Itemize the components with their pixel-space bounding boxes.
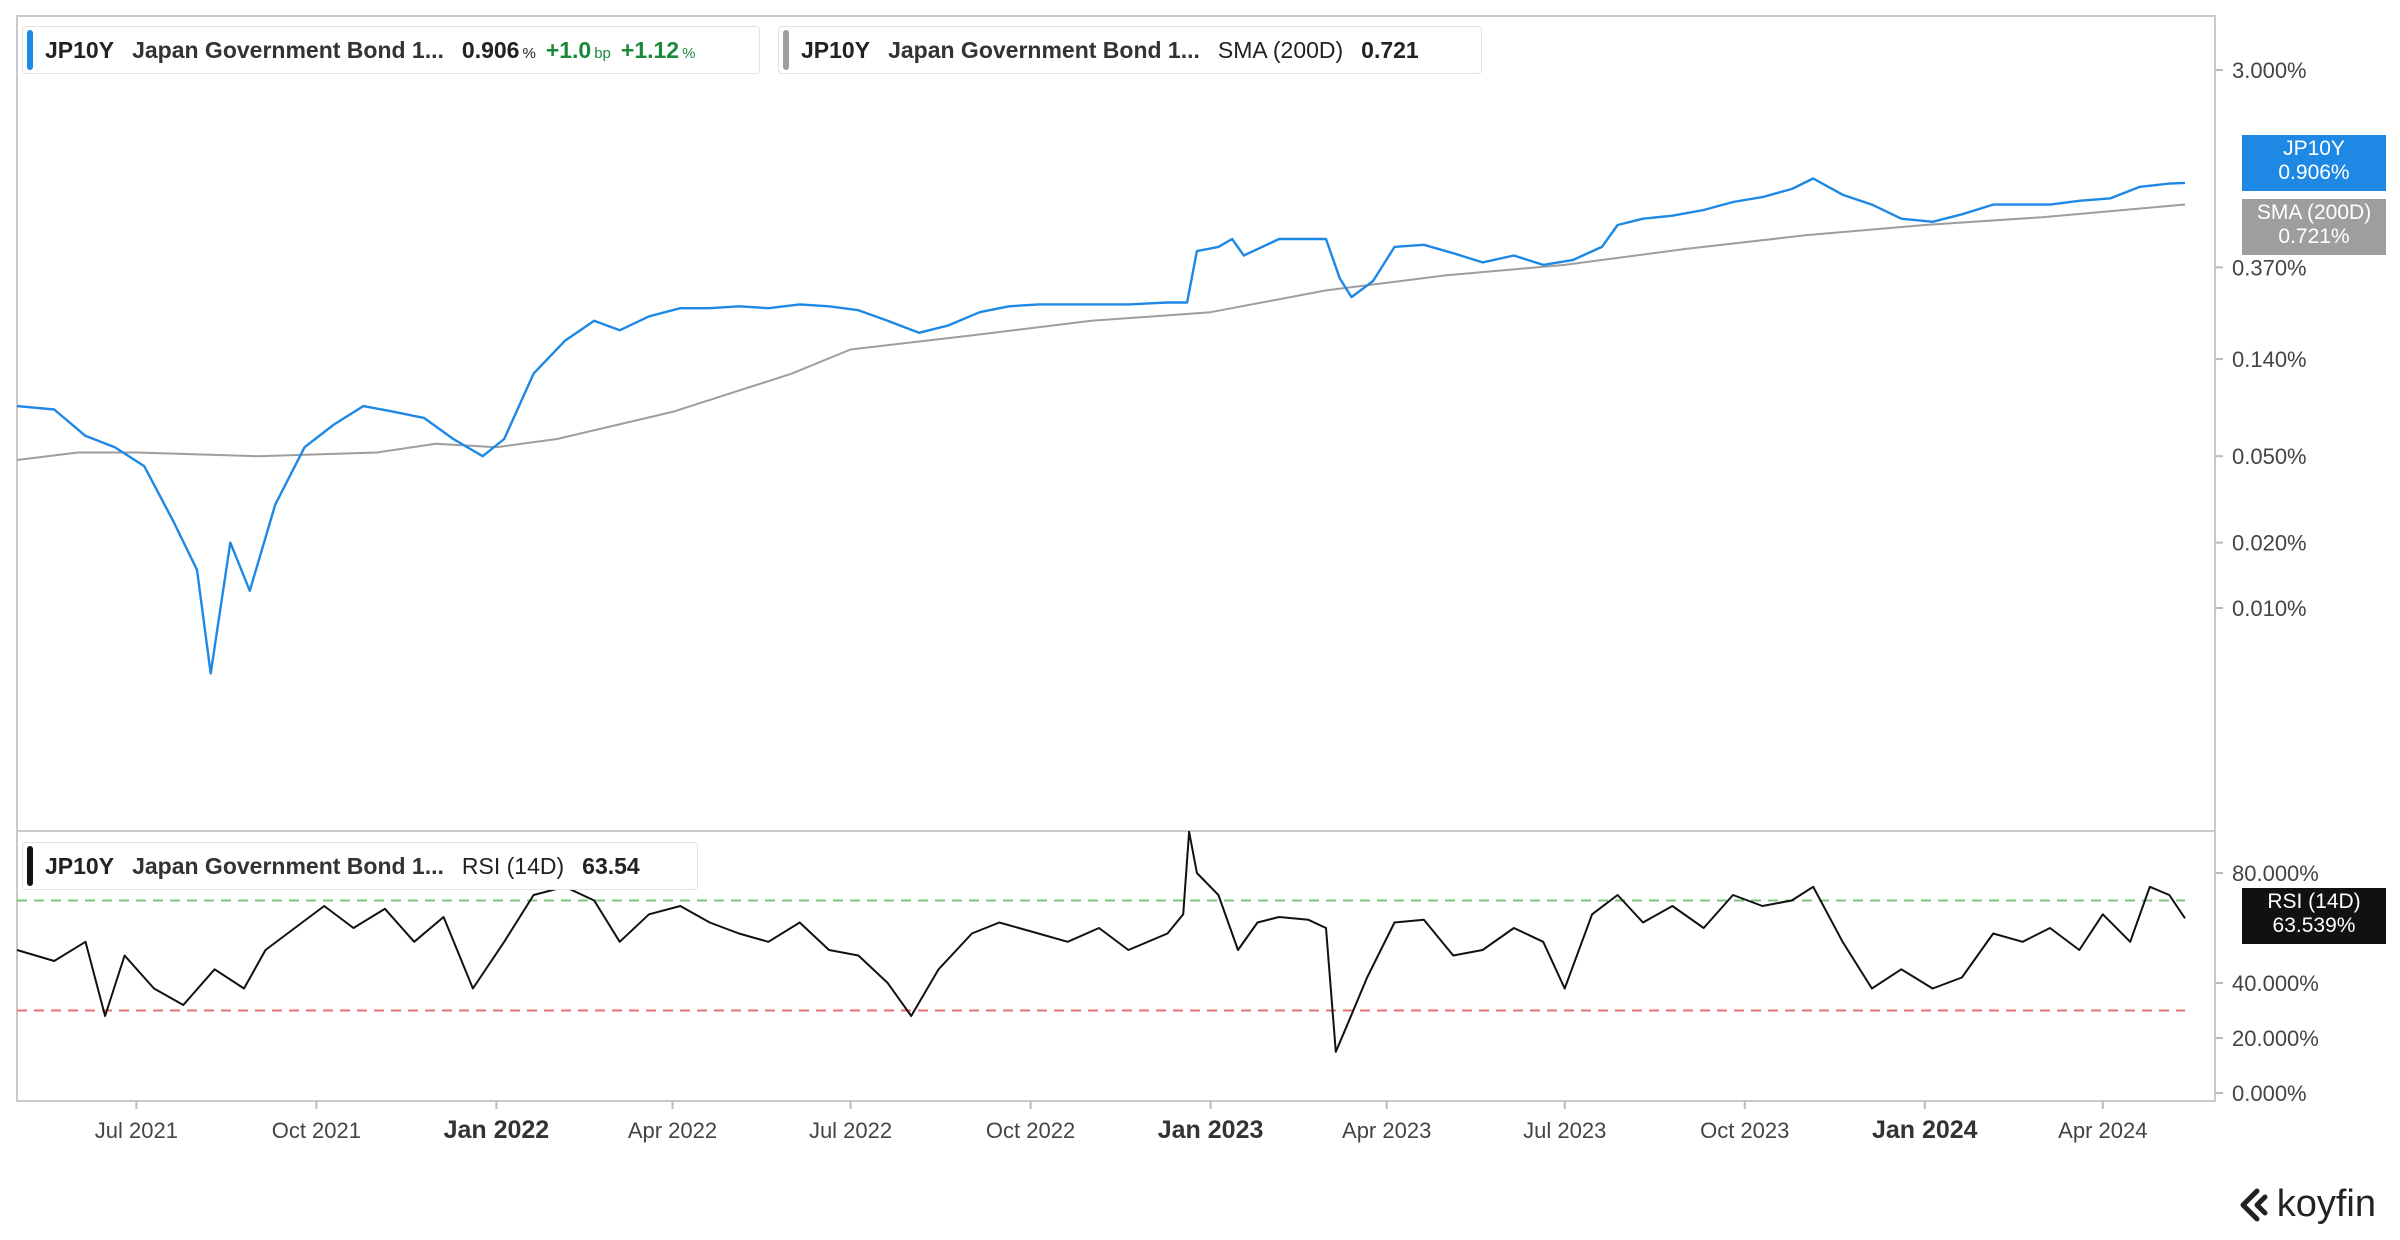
legend-sma-symbol: JP10Y (801, 36, 871, 63)
legend-sma[interactable]: JP10Y Japan Government Bond 1... SMA (20… (778, 26, 1482, 74)
legend-price-change: +1.0 (545, 36, 592, 63)
rsi-series (16, 830, 2186, 1053)
koyfin-logo: koyfin (2235, 1183, 2376, 1226)
legend-price-change-group: +1.0 bp (546, 37, 611, 64)
legend-rsi-symbol: JP10Y (45, 852, 115, 879)
x-tick-label: Oct 2021 (272, 1118, 361, 1143)
legend-sma-color-bar (783, 30, 789, 70)
x-tick-label: Jul 2023 (1523, 1118, 1606, 1143)
legend-price-change-pct: +1.12 (620, 36, 680, 63)
legend-rsi-indicator: RSI (14D) (461, 852, 565, 879)
legend-price-symbol: JP10Y (45, 36, 115, 63)
rsi-tag-value: 63.539% (2272, 914, 2356, 937)
legend-price[interactable]: JP10Y Japan Government Bond 1... 0.906% … (22, 26, 760, 74)
x-axis: Jul 2021 Oct 2021 Jan 2022 Apr 2022 Jul 2022… (95, 1101, 2147, 1144)
rsi-last-value-tag: RSI (14D) 63.539% (2242, 888, 2386, 944)
rsi-tick-label: 40.000% (2232, 971, 2319, 996)
price-tick-label: 0.020% (2232, 531, 2307, 556)
price-tick-label: 0.370% (2232, 255, 2307, 280)
legend-sma-value: 0.721 (1361, 36, 1419, 63)
x-tick-label: Jan 2024 (1872, 1116, 1978, 1144)
price-tick-label: 3.000% (2232, 58, 2307, 83)
legend-rsi-value: 63.54 (582, 852, 640, 879)
rsi-pane-border (16, 830, 2216, 1102)
legend-rsi[interactable]: JP10Y Japan Government Bond 1... RSI (14… (22, 842, 698, 890)
legend-price-color-bar (27, 30, 33, 70)
sma-last-value-tag: SMA (200D) 0.721% (2242, 199, 2386, 255)
price-last-value-tag: JP10Y 0.906% (2242, 135, 2386, 191)
legend-price-value-group: 0.906% (462, 37, 536, 64)
legend-price-change-pct-group: +1.12% (621, 37, 696, 64)
rsi-tag-label: RSI (14D) (2267, 890, 2361, 913)
price-tick-labels: 3.000% 0.370% 0.140% 0.050% 0.020% 0.010% (2215, 58, 2307, 621)
x-tick-label: Apr 2023 (1342, 1118, 1431, 1143)
x-tick-label: Jan 2023 (1158, 1116, 1264, 1144)
rsi-tick-label: 20.000% (2232, 1026, 2319, 1051)
sma-tag-label: SMA (200D) (2256, 201, 2372, 224)
x-tick-label: Oct 2023 (1700, 1118, 1789, 1143)
legend-price-value-unit: % (522, 44, 536, 62)
rsi-tick-label: 80.000% (2232, 861, 2319, 886)
x-tick-label: Oct 2022 (986, 1118, 1075, 1143)
legend-price-value: 0.906 (461, 36, 520, 63)
legend-price-name: Japan Government Bond 1... (132, 36, 444, 63)
price-series (16, 177, 2186, 675)
rsi-tick-label: 0.000% (2232, 1081, 2307, 1106)
legend-rsi-color-bar (27, 846, 33, 886)
price-pane: 3.000% 0.370% 0.140% 0.050% 0.020% 0.010% (16, 15, 2307, 832)
price-tick-label: 0.050% (2232, 444, 2307, 469)
price-tag-value: 0.906% (2278, 161, 2350, 184)
legend-price-change-unit: bp (594, 44, 611, 62)
price-tag-symbol: JP10Y (2283, 137, 2345, 160)
koyfin-logo-text: koyfin (2276, 1183, 2376, 1225)
legend-rsi-name: Japan Government Bond 1... (132, 852, 444, 879)
price-tick-label: 0.010% (2232, 596, 2307, 621)
x-tick-label: Jan 2022 (444, 1116, 550, 1144)
x-tick-label: Apr 2024 (2058, 1118, 2147, 1143)
rsi-pane: 80.000% 40.000% 20.000% 0.000% (16, 830, 2319, 1106)
rsi-reference-lines (17, 899, 2185, 1012)
series-line-jp10y (16, 177, 2186, 675)
legend-price-change-pct-unit: % (682, 44, 696, 62)
legend-sma-indicator: SMA (200D) (1217, 36, 1344, 63)
price-tick-label: 0.140% (2232, 347, 2307, 372)
legend-sma-name: Japan Government Bond 1... (888, 36, 1200, 63)
series-line-sma-200d- (16, 203, 2186, 461)
price-pane-border (16, 15, 2216, 832)
koyfin-logo-icon (2240, 1188, 2268, 1221)
sma-tag-value: 0.721% (2278, 225, 2350, 248)
x-tick-label: Jul 2022 (809, 1118, 892, 1143)
series-line-rsi (16, 830, 2186, 1053)
x-tick-label: Apr 2022 (628, 1118, 717, 1143)
x-tick-label: Jul 2021 (95, 1118, 178, 1143)
rsi-tick-labels: 80.000% 40.000% 20.000% 0.000% (2215, 861, 2319, 1106)
